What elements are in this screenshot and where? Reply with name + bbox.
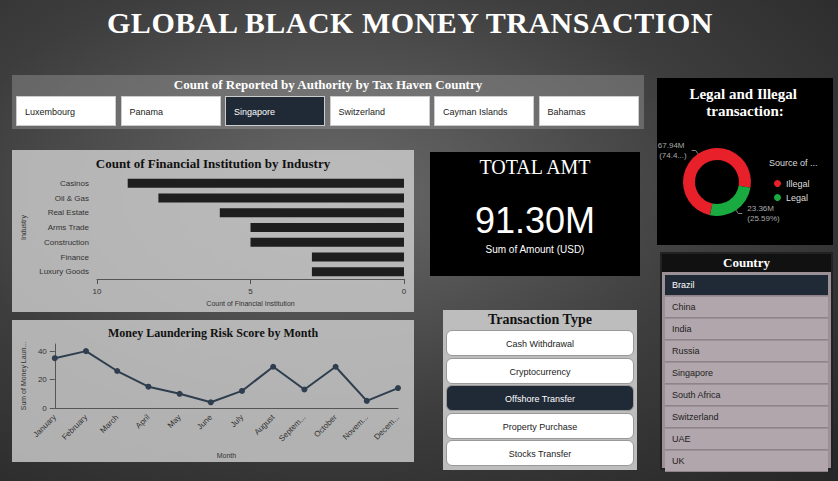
svg-text:5: 5 (248, 287, 253, 296)
svg-text:Sum of Money Laun...: Sum of Money Laun... (20, 342, 28, 411)
svg-text:October: October (312, 413, 339, 440)
html-text:Brazil: Brazil (672, 280, 695, 290)
svg-text:Construction: Construction (44, 238, 89, 247)
svg-text:67.94M: 67.94M (658, 141, 687, 150)
html-text:Switzerland: Switzerland (672, 412, 719, 422)
svg-text:May: May (166, 413, 183, 430)
svg-text:June: June (195, 412, 214, 431)
html-text:Cash Withdrawal: Cash Withdrawal (506, 339, 574, 349)
svg-text:August: August (252, 412, 276, 436)
svg-text:Oil & Gas: Oil & Gas (55, 194, 89, 203)
html-text:Bahamas: Bahamas (547, 107, 586, 117)
svg-text:July: July (229, 413, 245, 429)
html-text:Offshore Transfer: Offshore Transfer (505, 394, 575, 404)
svg-text:April: April (134, 413, 152, 431)
svg-text:(25.59%): (25.59%) (747, 214, 780, 223)
svg-text:Industry: Industry (20, 215, 28, 240)
html-text:Count of Reported by Authority: Count of Reported by Authority by Tax Ha… (173, 77, 483, 92)
html-text:Russia: Russia (672, 346, 700, 356)
html-text:Transaction Type: Transaction Type (488, 312, 592, 327)
html-text:South Africa: South Africa (672, 390, 721, 400)
svg-text:Real Estate: Real Estate (48, 208, 90, 217)
svg-text:Legal and Illegal: Legal and Illegal (689, 86, 800, 102)
svg-text:0: 0 (402, 287, 407, 296)
svg-text:January: January (32, 413, 58, 439)
html-text:91.30M: 91.30M (475, 200, 595, 241)
svg-text:Casinos: Casinos (60, 179, 89, 188)
svg-text:Month: Month (217, 452, 237, 459)
html-text:Panama: Panama (129, 107, 163, 117)
html-text:China: China (672, 302, 696, 312)
svg-text:Count of Financial Institution: Count of Financial Institution (206, 300, 294, 307)
svg-text:Count of Financial Institution: Count of Financial Institution by Indust… (96, 156, 331, 171)
html-text:Country: Country (723, 255, 770, 270)
svg-text:Illegal: Illegal (786, 179, 810, 189)
svg-text:(74.4...): (74.4...) (659, 151, 687, 160)
svg-text:Novem...: Novem... (341, 413, 370, 442)
svg-text:Arms Trade: Arms Trade (48, 223, 90, 232)
svg-text:40: 40 (38, 347, 47, 356)
html-text:TOTAL AMT: TOTAL AMT (479, 156, 591, 178)
svg-text:20: 20 (38, 375, 47, 384)
html-text:Stocks Transfer: Stocks Transfer (508, 449, 572, 459)
svg-text:Luxury Goods: Luxury Goods (39, 267, 89, 276)
svg-text:Finance: Finance (61, 253, 90, 262)
html-text:GLOBAL BLACK MONEY TRANSACTION: GLOBAL BLACK MONEY TRANSACTION (107, 6, 713, 39)
html-text:Cayman Islands: Cayman Islands (443, 107, 508, 117)
svg-text:February: February (60, 413, 89, 442)
svg-text:March: March (98, 413, 120, 435)
html-text:Switzerland: Switzerland (338, 107, 385, 117)
svg-text:transaction:: transaction: (706, 103, 784, 119)
svg-text:Legal: Legal (786, 193, 808, 203)
svg-text:Source of ...: Source of ... (769, 158, 818, 168)
html-text:Property Purchase: Property Purchase (502, 421, 578, 432)
svg-text:Decem...: Decem... (372, 413, 401, 442)
svg-text:0: 0 (42, 404, 47, 413)
html-text:Luxembourg: Luxembourg (25, 107, 75, 117)
html-text:UK: UK (672, 456, 685, 466)
svg-text:Money Laundering Risk Score by: Money Laundering Risk Score by Month (108, 326, 318, 340)
svg-text:10: 10 (93, 287, 102, 296)
html-text:Singapore: Singapore (672, 368, 713, 378)
html-text:India: India (672, 324, 692, 334)
svg-text:23.36M: 23.36M (747, 204, 776, 213)
svg-text:Septem...: Septem... (277, 413, 308, 444)
html-text:Sum of Amount (USD): Sum of Amount (USD) (485, 244, 585, 255)
html-text:Cryptocurrency: Cryptocurrency (509, 366, 571, 377)
html-text:Singapore: Singapore (234, 107, 275, 117)
html-text:UAE: UAE (672, 434, 691, 444)
